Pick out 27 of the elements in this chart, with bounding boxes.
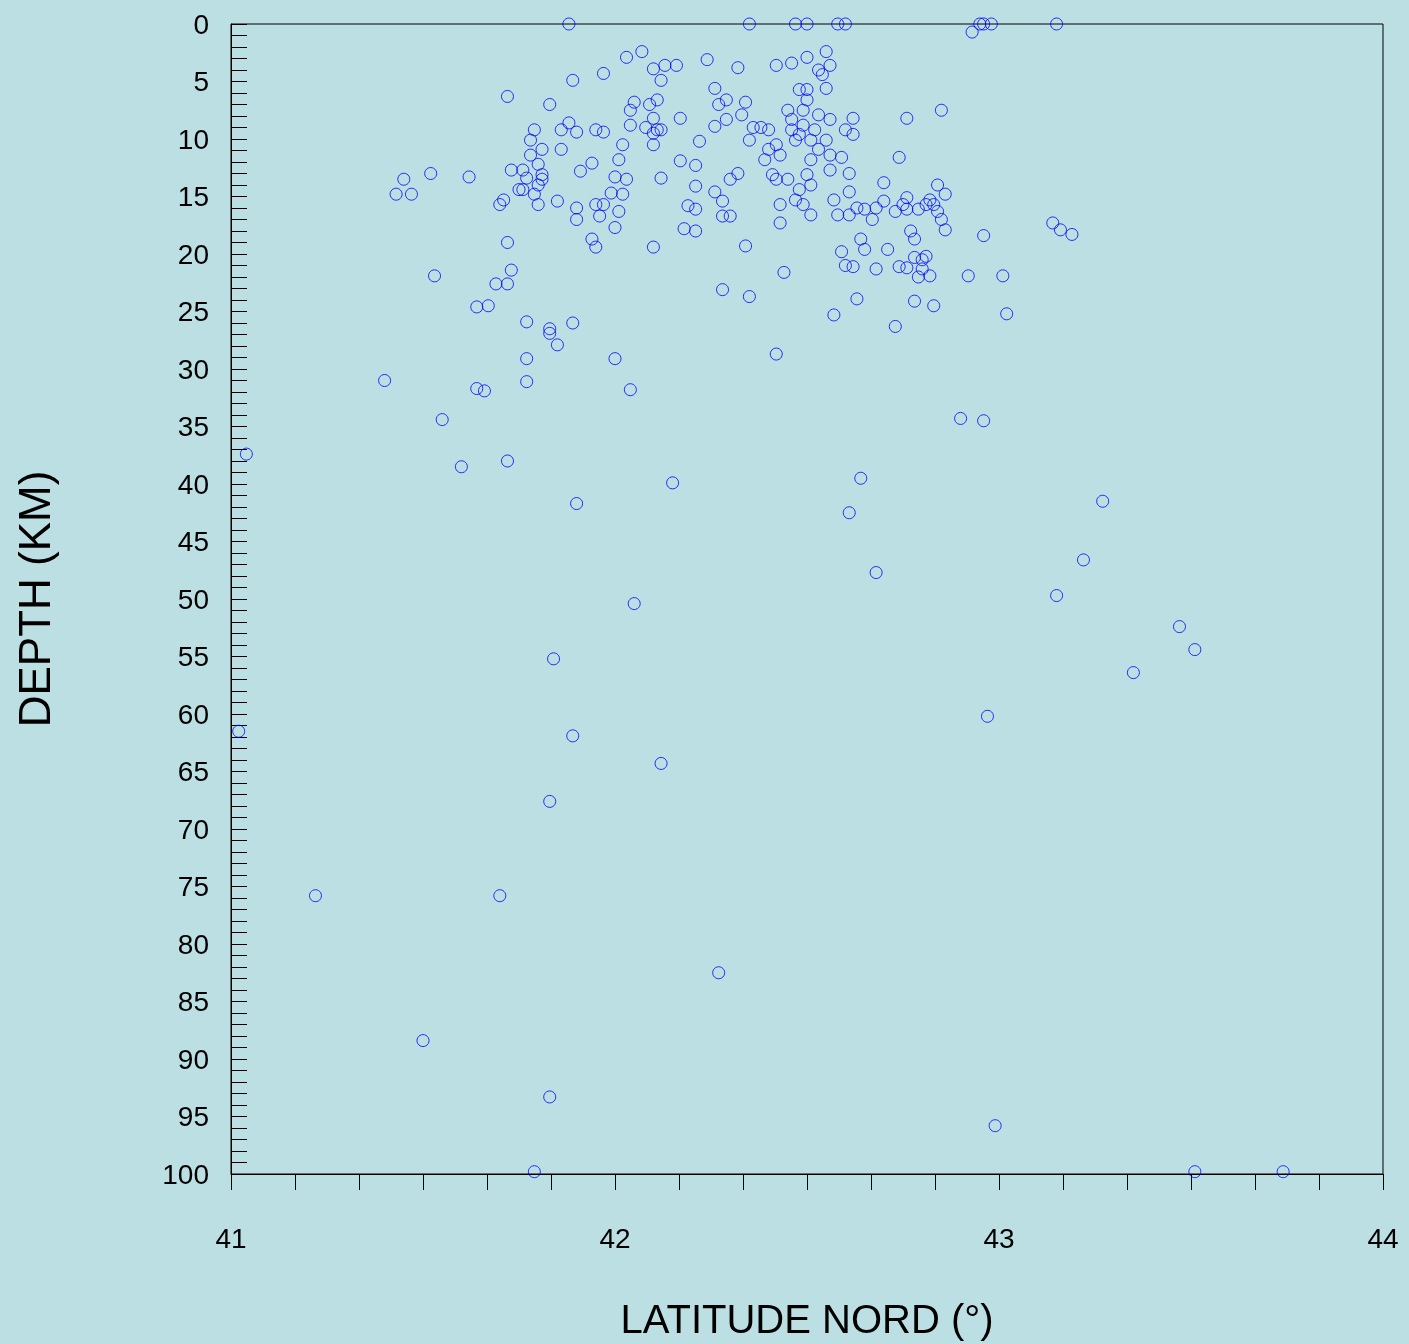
y-tick-label: 70 [177, 813, 209, 845]
y-tick-label: 15 [177, 181, 209, 212]
x-tick-label: 43 [983, 1222, 1015, 1254]
y-tick-label: 30 [177, 353, 209, 385]
y-tick-label: 20 [177, 238, 209, 270]
y-tick-label: 60 [177, 698, 209, 730]
x-tick-label: 41 [215, 1222, 247, 1254]
y-tick-label: 35 [177, 411, 209, 442]
y-tick-label: 80 [177, 928, 209, 960]
y-tick-label: 65 [177, 756, 209, 787]
y-tick-label: 90 [177, 1043, 209, 1075]
y-tick-label: 50 [177, 583, 209, 615]
x-axis-title: LATITUDE NORD (°) [620, 1297, 994, 1341]
y-tick-label: 10 [177, 123, 209, 155]
x-tick-label: 44 [1367, 1222, 1399, 1254]
y-tick-label: 100 [162, 1158, 209, 1190]
y-tick-label: 25 [177, 296, 209, 327]
y-tick-label: 45 [177, 526, 209, 557]
y-tick-label: 95 [177, 1101, 209, 1132]
y-tick-label: 5 [193, 66, 209, 97]
y-tick-label: 40 [177, 468, 209, 500]
x-tick-label: 42 [599, 1222, 631, 1254]
y-tick-label: 0 [193, 8, 209, 40]
y-axis-title: DEPTH (KM) [9, 470, 59, 728]
y-tick-label: 55 [177, 641, 209, 672]
y-tick-label: 75 [177, 871, 209, 902]
y-tick-label: 85 [177, 986, 209, 1017]
